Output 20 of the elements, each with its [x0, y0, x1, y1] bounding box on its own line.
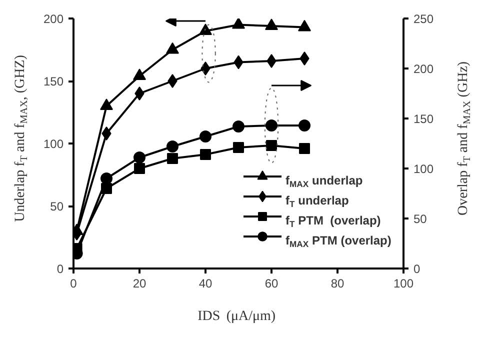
y2-tick-label: 150 — [414, 112, 434, 126]
y-tick-label: 50 — [50, 200, 64, 214]
y2-tick-label: 0 — [414, 262, 420, 276]
x-tick-label: 60 — [264, 276, 278, 290]
y-tick-label: 150 — [43, 74, 64, 88]
y2-tick-label: 50 — [414, 212, 428, 226]
y2-tick-label: 250 — [414, 12, 434, 26]
y-tick-label: 0 — [56, 262, 64, 276]
y-tick-label: 100 — [43, 137, 64, 151]
y2-tick-label: 200 — [414, 62, 434, 76]
y-tick-label: 200 — [43, 12, 64, 26]
y2-tick-label: 100 — [414, 162, 434, 176]
x-axis-title: IDS (μA/μm) — [198, 309, 276, 324]
x-tick-label: 20 — [132, 276, 146, 290]
y-axis-title: Underlap fT and fMAX, (GHZ) — [13, 54, 30, 222]
x-tick-label: 80 — [330, 276, 344, 290]
x-tick-label: 100 — [393, 276, 414, 290]
y2-axis-title: Overlap fT and fMAX (GHz) — [456, 61, 473, 216]
x-tick-label: 40 — [198, 276, 212, 290]
x-tick-label: 0 — [70, 276, 78, 290]
